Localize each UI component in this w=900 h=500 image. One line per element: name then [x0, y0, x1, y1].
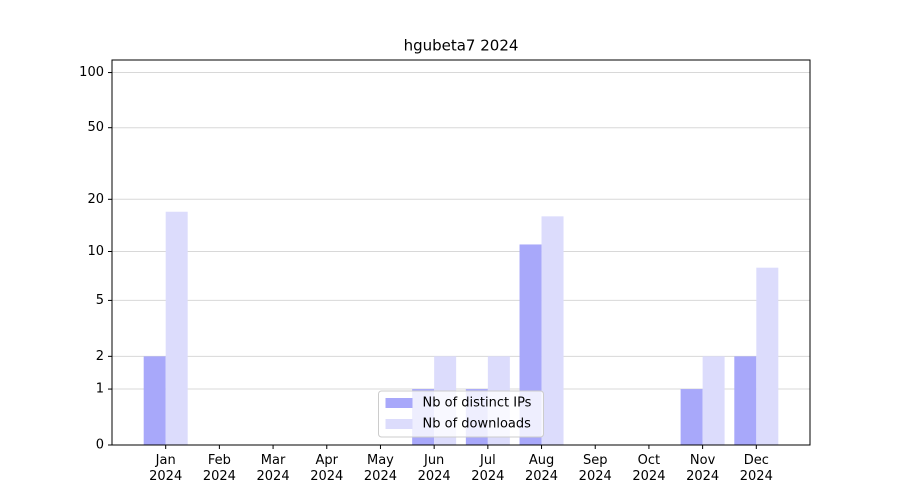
legend-swatch [385, 398, 413, 408]
x-tick-label: Nov 2024 [686, 453, 720, 484]
chart-title: hgubeta7 2024 [404, 37, 519, 55]
legend-swatch [385, 419, 413, 429]
y-tick-label: 1 [96, 382, 104, 397]
y-tick-label: 20 [87, 192, 104, 207]
x-tick-label: Aug 2024 [524, 453, 559, 484]
legend-box [378, 390, 544, 438]
y-tick-label: 0 [96, 438, 104, 453]
bar [734, 356, 757, 445]
x-tick-label: Jun 2024 [417, 453, 451, 484]
bar [702, 356, 725, 445]
legend-label: Nb of distinct IPs [423, 396, 532, 411]
x-tick-label: May 2024 [363, 453, 397, 484]
plot-frame [111, 59, 811, 446]
y-tick-label: 2 [96, 349, 104, 364]
bar [756, 267, 779, 445]
y-tick-label: 5 [96, 293, 104, 308]
y-tick-label: 100 [79, 65, 104, 80]
x-tick-label: Dec 2024 [739, 453, 773, 484]
legend: Nb of distinct IPs Nb of downloads [378, 390, 544, 438]
bar [541, 216, 564, 445]
x-tick-label: Sep 2024 [578, 453, 612, 484]
x-tick-label: Feb 2024 [202, 453, 236, 484]
x-tick-label: Oct 2024 [632, 453, 666, 484]
x-tick-label: Mar 2024 [256, 453, 290, 484]
y-tick-label: 50 [87, 120, 104, 135]
legend-label: Nb of downloads [423, 417, 532, 432]
y-tick-label: 10 [87, 244, 104, 259]
x-tick-label: Jan 2024 [149, 453, 183, 484]
x-tick-label: Apr 2024 [310, 453, 344, 484]
x-tick-label: Jul 2024 [471, 453, 505, 484]
bar [680, 389, 703, 445]
bar [143, 356, 166, 445]
bar [165, 211, 188, 445]
